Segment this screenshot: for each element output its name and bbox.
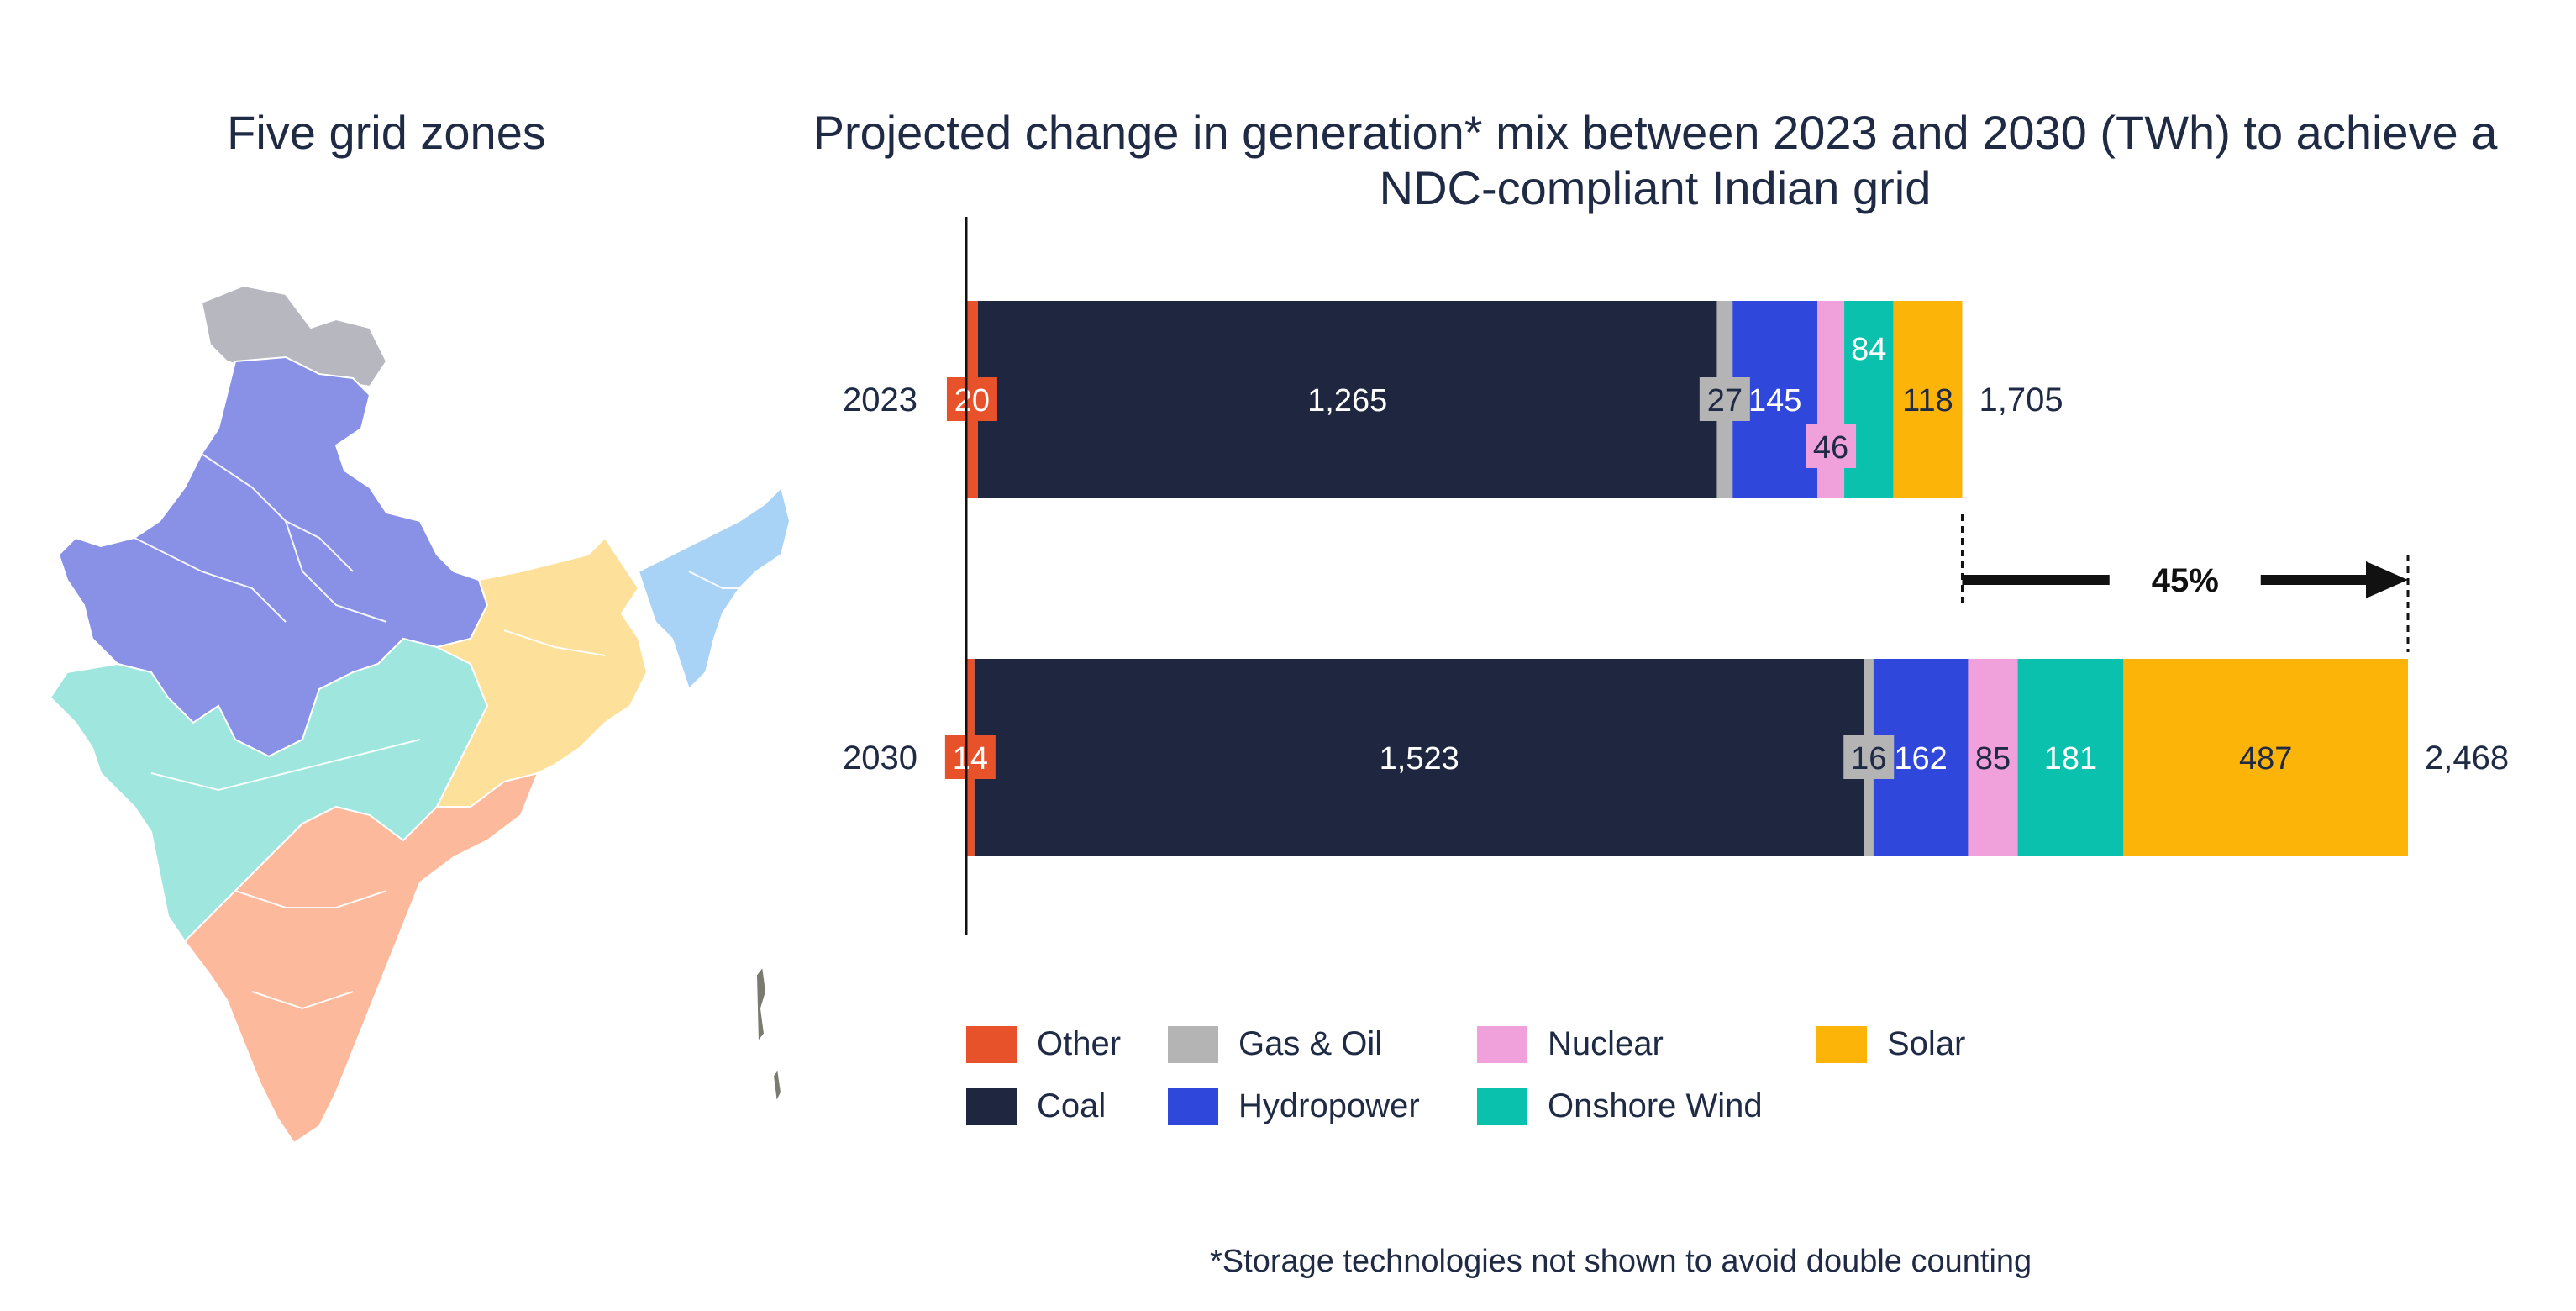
legend-swatch-coal <box>966 1087 1017 1125</box>
map-title: Five grid zones <box>227 106 546 159</box>
legend-label-other: Other <box>1037 1025 1122 1062</box>
value-label-coal-2030: 1,523 <box>1380 741 1459 777</box>
legend-label-solar: Solar <box>1887 1025 1966 1062</box>
legend-label-gas-oil: Gas & Oil <box>1238 1025 1383 1062</box>
value-label-box-other-2023 <box>946 377 997 421</box>
value-label-onshore-wind-2023: 84 <box>1851 332 1886 367</box>
value-label-other-2023: 20 <box>954 383 990 419</box>
value-label-hydropower-2030: 162 <box>1894 741 1947 777</box>
bar-solar-2030 <box>2123 659 2408 856</box>
footnote: *Storage technologies not shown to avoid… <box>1210 1244 2032 1279</box>
value-label-onshore-wind-2030: 181 <box>2044 741 2097 777</box>
bar-coal-2023 <box>977 301 1717 498</box>
legend-label-onshore-wind: Onshore Wind <box>1548 1087 1763 1124</box>
legend-swatch-other <box>966 1025 1017 1063</box>
legend-label-nuclear: Nuclear <box>1548 1025 1664 1062</box>
legend-swatch-nuclear <box>1477 1025 1527 1063</box>
india-grid-zones-map <box>49 284 790 1145</box>
category-label-2023: 2023 <box>843 382 917 419</box>
change-percent-label: 45% <box>2152 562 2219 599</box>
total-label-2023: 1,705 <box>1979 382 2063 419</box>
value-label-gas-oil-2030: 16 <box>1851 741 1886 777</box>
legend-swatch-hydropower <box>1168 1087 1218 1125</box>
island-territories <box>754 964 783 1106</box>
value-label-box-gas-oil-2023 <box>1699 377 1750 421</box>
legend-item-onshore-wind: Onshore Wind <box>1477 1087 1763 1125</box>
legend-swatch-gas-oil <box>1168 1025 1218 1063</box>
value-label-box-nuclear-2023 <box>1806 424 1857 468</box>
change-arrow-head-icon <box>2366 561 2408 598</box>
legend-label-coal: Coal <box>1037 1087 1107 1124</box>
value-label-hydropower-2023: 145 <box>1748 383 1801 419</box>
legend-item-hydropower: Hydropower <box>1168 1087 1420 1125</box>
bar-nuclear-2030 <box>1968 659 2018 856</box>
bar-coal-2030 <box>974 659 1864 856</box>
value-label-box-other-2030 <box>944 735 996 779</box>
value-label-gas-oil-2023: 27 <box>1707 383 1743 419</box>
legend-item-other: Other <box>966 1025 1121 1063</box>
value-label-solar-2023: 118 <box>1902 383 1953 419</box>
value-label-box-gas-oil-2030 <box>1843 735 1895 779</box>
legend-item-coal: Coal <box>966 1087 1106 1125</box>
total-label-2030: 2,468 <box>2425 740 2509 777</box>
bar-solar-2023 <box>1893 301 1963 498</box>
value-label-coal-2023: 1,265 <box>1307 383 1387 419</box>
chart-title: Projected change in generation* mix betw… <box>812 106 2498 214</box>
value-label-nuclear-2030: 85 <box>1975 741 2011 777</box>
legend-swatch-solar <box>1816 1025 1867 1063</box>
southern-zone <box>183 771 539 1145</box>
legend-swatch-onshore-wind <box>1477 1087 1527 1125</box>
legend-label-hydropower: Hydropower <box>1238 1087 1420 1124</box>
legend-item-gas-oil: Gas & Oil <box>1168 1025 1382 1063</box>
value-label-solar-2030: 487 <box>2239 741 2292 777</box>
category-label-2030: 2030 <box>843 740 917 777</box>
legend-item-solar: Solar <box>1816 1025 1965 1063</box>
bar-onshore-wind-2030 <box>2017 659 2124 856</box>
eastern-zone <box>434 536 649 808</box>
value-label-nuclear-2023: 46 <box>1813 430 1848 466</box>
legend-item-nuclear: Nuclear <box>1477 1025 1664 1063</box>
value-label-other-2030: 14 <box>953 741 988 777</box>
